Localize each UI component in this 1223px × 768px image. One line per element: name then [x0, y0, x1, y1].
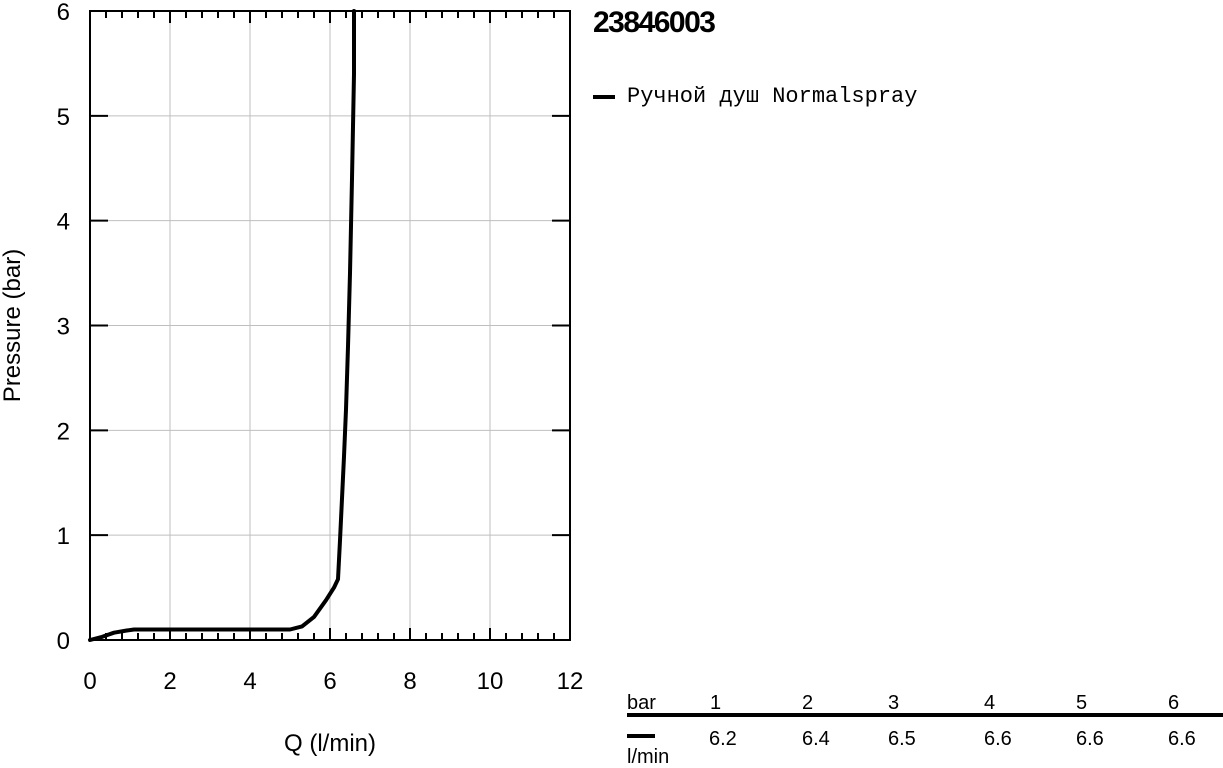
x-tick-label: 2: [163, 668, 176, 695]
y-tick-label: 6: [57, 0, 70, 26]
x-tick-label: 4: [243, 668, 256, 695]
chart-title: 23846003: [593, 6, 716, 39]
y-tick-label: 2: [57, 418, 70, 445]
table-flow-cell: 6.6: [1076, 728, 1104, 750]
table-flow-cell: 6.4: [802, 728, 830, 750]
table-pressure-cell: 1: [710, 692, 722, 714]
table-pressure-cell: 4: [984, 692, 996, 714]
table-series-swatch: [627, 734, 655, 738]
table-pressure-cell: 2: [802, 692, 814, 714]
table-flow-cell: 6.6: [1168, 728, 1196, 750]
table-pressure-cell: 3: [888, 692, 900, 714]
y-tick-label: 5: [57, 104, 70, 131]
legend-line-swatch: [593, 95, 615, 99]
table-flow-cell: 6.5: [888, 728, 916, 750]
x-tick-label: 0: [83, 668, 96, 695]
table-pressure-cell: 5: [1076, 692, 1088, 714]
y-tick-label: 1: [57, 523, 70, 550]
y-tick-label: 3: [57, 314, 70, 341]
gridlines: [90, 11, 570, 640]
table-header-label: bar: [627, 692, 656, 714]
x-axis-title: Q (l/min): [284, 730, 376, 757]
table-divider: [627, 713, 1223, 717]
table-flow-cell: 6.2: [709, 728, 737, 750]
series-line: [88, 9, 356, 642]
series-layer: [88, 9, 356, 642]
x-tick-labels: 0 2 4 6 8 10 12: [83, 668, 583, 695]
table-pressure-cell: 6: [1168, 692, 1180, 714]
flow-rate-table: bar 1 2 3 4 5 6 l/min 6.2 6.4 6.5 6.6 6.…: [627, 690, 1223, 767]
y-tick-labels: 0 1 2 3 4 5 6: [57, 0, 70, 655]
y-tick-label: 4: [57, 209, 70, 236]
x-tick-label: 12: [557, 668, 584, 695]
legend: Ручной душ Normalspray: [593, 84, 917, 110]
x-tick-label: 6: [323, 668, 336, 695]
legend-label: Ручной душ Normalspray: [627, 84, 918, 109]
table-flow-cell: 6.6: [984, 728, 1012, 750]
x-tick-label: 8: [403, 668, 416, 695]
plot-frame: [89, 10, 571, 641]
y-axis-title: Pressure (bar): [0, 249, 26, 402]
table-unit-label: l/min: [627, 746, 670, 768]
y-tick-label: 0: [57, 628, 70, 655]
x-tick-label: 10: [477, 668, 504, 695]
